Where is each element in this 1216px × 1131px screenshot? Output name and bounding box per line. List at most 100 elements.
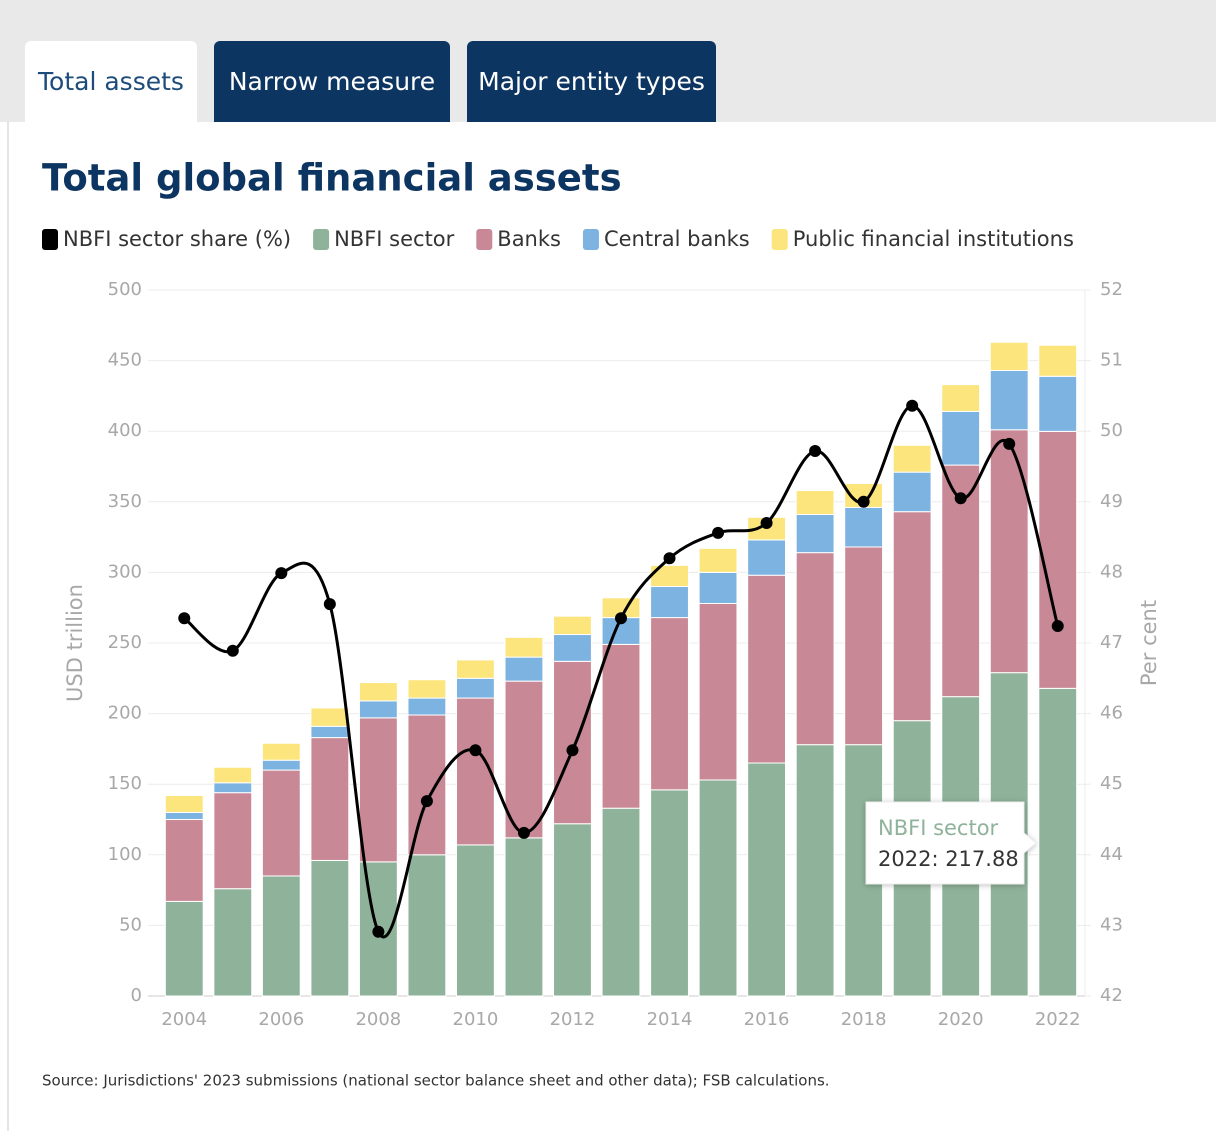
- y2-tick-label: 45: [1100, 773, 1123, 794]
- bar-segment: [407, 679, 447, 699]
- bar-segment: [892, 471, 932, 513]
- bar-segment: [795, 514, 835, 554]
- bar-segment: [698, 779, 738, 997]
- bar-segment: [455, 659, 495, 679]
- bar-segment: [747, 762, 787, 997]
- legend-marker: [771, 229, 788, 250]
- x-tick-label: 2006: [258, 1009, 304, 1030]
- bar-segment: [261, 769, 301, 877]
- bar-segment: [698, 547, 738, 573]
- line-point: [906, 399, 919, 412]
- legend-label: NBFI sector: [334, 227, 455, 251]
- bar-segment: [795, 552, 835, 746]
- bar-segment: [989, 429, 1029, 674]
- tab-bar: Total assets Narrow measure Major entity…: [0, 0, 1216, 122]
- bar-segment: [650, 617, 689, 791]
- bar-segment: [261, 759, 301, 771]
- bar-segment: [455, 697, 495, 846]
- tab[interactable]: Total assets: [25, 41, 197, 122]
- bar-segment: [553, 615, 592, 636]
- tab[interactable]: Narrow measure: [214, 41, 450, 122]
- x-tick-label: 2022: [1035, 1009, 1081, 1030]
- bar-segment: [164, 819, 204, 902]
- bar-segment: [892, 511, 932, 722]
- bar-segment: [407, 697, 447, 716]
- y-tick-label: 100: [108, 844, 142, 865]
- tab[interactable]: Major entity types: [467, 41, 716, 122]
- legend-marker: [42, 229, 58, 250]
- x-tick-label: 2014: [647, 1009, 693, 1030]
- bar-segment: [164, 794, 204, 813]
- bar-segment: [455, 677, 495, 699]
- x-tick-label: 2020: [938, 1009, 984, 1030]
- y-tick-label: 150: [108, 773, 142, 794]
- y2-tick-label: 47: [1100, 632, 1123, 653]
- legend-label: NBFI sector share (%): [63, 227, 291, 251]
- bar-segment: [795, 744, 835, 997]
- x-tick-label: 2012: [550, 1009, 596, 1030]
- y-tick-label: 300: [108, 561, 142, 582]
- bar-segment: [164, 900, 204, 997]
- line-point: [615, 612, 627, 625]
- line-point: [857, 495, 870, 508]
- bar-segment: [213, 888, 253, 997]
- bar-segment: [213, 782, 253, 794]
- y-tick-label: 500: [108, 279, 142, 300]
- bar-segment: [795, 490, 835, 516]
- bar-segment: [844, 546, 884, 746]
- line-point: [1051, 620, 1064, 633]
- bar-segment: [553, 634, 592, 662]
- y-axis-label: USD trillion: [63, 584, 87, 702]
- bar-segment: [1038, 430, 1078, 689]
- x-tick-label: 2010: [453, 1009, 499, 1030]
- y2-tick-label: 42: [1100, 985, 1123, 1006]
- bar-segment: [941, 410, 981, 466]
- bar-segment: [213, 792, 253, 890]
- line-point: [323, 598, 336, 611]
- bar-segment: [989, 369, 1029, 431]
- y-tick-label: 0: [131, 985, 142, 1006]
- bar-segment: [164, 811, 204, 821]
- y-tick-label: 250: [108, 632, 142, 653]
- x-tick-label: 2004: [161, 1009, 207, 1030]
- chart-title: Total global financial assets: [42, 157, 622, 200]
- line-point: [178, 612, 191, 625]
- y-tick-label: 400: [108, 420, 142, 441]
- line-point: [760, 516, 773, 529]
- y2-tick-label: 44: [1100, 844, 1123, 865]
- line: [183, 404, 1060, 939]
- line-point: [663, 552, 676, 565]
- bar-segment: [310, 859, 350, 997]
- y2-tick-label: 48: [1100, 561, 1123, 582]
- bar-segment: [504, 837, 544, 997]
- bar-segment: [989, 341, 1029, 371]
- bar-segment: [892, 444, 932, 473]
- y2-axis-label: Per cent: [1137, 600, 1161, 686]
- tooltip-label: 2022: 217.88: [878, 847, 1019, 871]
- bar-segment: [698, 602, 738, 781]
- legend-label: Central banks: [604, 227, 750, 251]
- y-tick-label: 350: [108, 491, 142, 512]
- bar-segment: [261, 742, 301, 761]
- line-point: [954, 492, 967, 505]
- y2-tick-label: 43: [1100, 914, 1123, 935]
- y2-tick-label: 52: [1100, 279, 1123, 300]
- bar-segment: [747, 574, 787, 764]
- bar-segment: [1038, 687, 1078, 997]
- bar-segment: [310, 725, 350, 739]
- bar-segment: [650, 789, 689, 997]
- bar-segment: [601, 643, 641, 809]
- x-tick-label: 2016: [744, 1009, 790, 1030]
- line-point: [226, 644, 239, 657]
- legend-marker: [476, 229, 493, 250]
- bar-segment: [941, 384, 981, 412]
- bar-segment: [310, 737, 350, 861]
- bar-segment: [553, 823, 592, 997]
- line-point: [809, 444, 822, 457]
- y2-tick-label: 51: [1100, 350, 1123, 371]
- bar-segment: [455, 844, 495, 997]
- bar-segment: [698, 571, 738, 604]
- line-point: [1003, 437, 1016, 450]
- y-tick-label: 50: [119, 914, 142, 935]
- y2-tick-label: 50: [1100, 420, 1123, 441]
